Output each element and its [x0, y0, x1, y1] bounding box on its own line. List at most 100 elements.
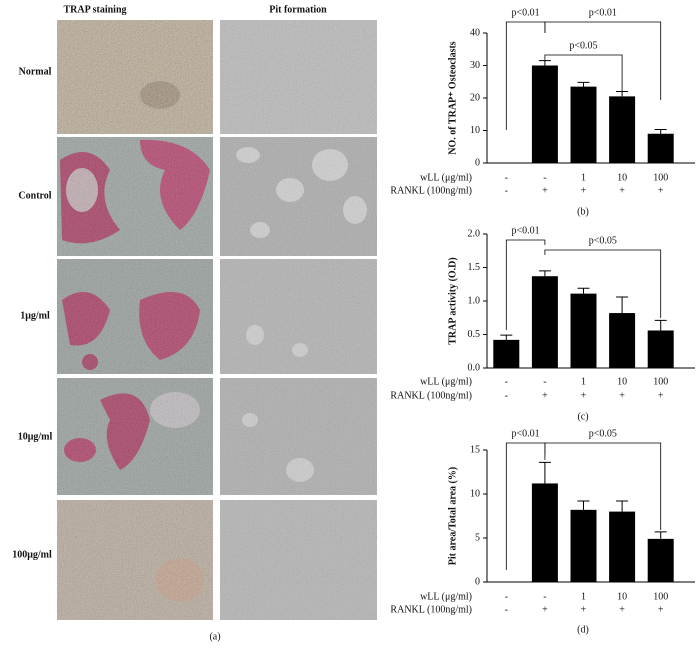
row-label: RANKL (100ng/ml) — [390, 185, 472, 196]
y-tick-label: 1.0 — [468, 295, 481, 306]
y-tick-label: 1.5 — [468, 262, 481, 273]
y-tick-label: 0.0 — [468, 362, 481, 373]
bar — [609, 511, 636, 582]
row-label: RANKL (100ng/ml) — [390, 390, 472, 401]
bar — [609, 313, 636, 368]
x-tick-label: 100 — [653, 376, 668, 387]
texture — [220, 259, 377, 374]
column-header: Pit formation — [269, 4, 327, 15]
x-tick-label: - — [543, 172, 546, 183]
rankl-label: + — [542, 604, 548, 615]
y-tick-label: 0 — [475, 576, 480, 587]
row-label: wLL (μg/ml) — [420, 172, 472, 183]
error-bar — [616, 296, 629, 314]
x-tick-label: 1 — [581, 591, 586, 602]
error-bar — [654, 319, 667, 331]
error-bar — [500, 334, 513, 340]
y-tick-label: 10 — [470, 488, 480, 499]
row-label: wLL (μg/ml) — [420, 591, 472, 602]
x-tick-label: 10 — [617, 172, 627, 183]
y-tick-label: 0.5 — [468, 329, 481, 340]
bar — [531, 483, 558, 582]
rankl-label: + — [581, 185, 587, 196]
texture — [57, 20, 213, 134]
y-tick-label: 40 — [470, 27, 480, 38]
significance-bracket — [544, 54, 623, 92]
texture — [220, 20, 377, 134]
texture — [57, 259, 213, 374]
error-bar — [654, 531, 667, 539]
annotation: p<0.05 — [589, 235, 617, 246]
annotation: p<0.01 — [589, 7, 617, 18]
texture — [220, 137, 377, 256]
y-tick-label: 30 — [470, 60, 480, 71]
error-bar — [616, 500, 629, 512]
bar — [647, 330, 674, 368]
annotation: p<0.01 — [512, 7, 540, 18]
error-bar — [577, 287, 590, 294]
y-tick-label: 15 — [470, 444, 480, 455]
y-tick-label: 20 — [470, 92, 480, 103]
x-tick-label: - — [543, 591, 546, 602]
bar — [570, 86, 597, 163]
x-tick-label: 10 — [617, 591, 627, 602]
y-tick-label: 10 — [470, 125, 480, 136]
error-bar — [538, 461, 551, 484]
rankl-label: + — [581, 390, 587, 401]
rankl-label: - — [505, 185, 508, 196]
x-tick-label: - — [543, 376, 546, 387]
x-tick-label: 10 — [617, 376, 627, 387]
bar — [531, 65, 558, 163]
texture — [57, 378, 213, 495]
texture — [220, 500, 377, 620]
rankl-label: + — [619, 390, 625, 401]
x-tick-label: 1 — [581, 376, 586, 387]
x-tick-label: - — [505, 376, 508, 387]
rankl-label: - — [505, 390, 508, 401]
bar — [570, 293, 597, 368]
caption: (a) — [209, 631, 220, 642]
row-label: 100μg/ml — [12, 549, 52, 560]
rankl-label: + — [619, 604, 625, 615]
row-label: RANKL (100ng/ml) — [390, 604, 472, 615]
caption: (b) — [577, 206, 589, 217]
annotation: p<0.01 — [512, 428, 540, 439]
annotation: p<0.05 — [589, 428, 617, 439]
bar — [647, 133, 674, 163]
significance-bracket — [505, 239, 546, 330]
row-label: 10μg/ml — [18, 431, 53, 442]
texture — [57, 137, 213, 256]
caption: (d) — [577, 624, 589, 635]
bar — [609, 96, 636, 163]
annotation: p<0.05 — [569, 40, 597, 51]
rankl-label: + — [542, 390, 548, 401]
x-tick-label: - — [505, 591, 508, 602]
bar — [647, 538, 674, 582]
significance-bracket — [544, 249, 662, 318]
x-tick-label: 100 — [653, 172, 668, 183]
error-bar — [538, 270, 551, 277]
texture — [57, 500, 213, 620]
error-bar — [577, 500, 590, 510]
row-label: Normal — [19, 66, 52, 77]
rankl-label: + — [658, 390, 664, 401]
error-bar — [577, 81, 590, 87]
x-tick-label: 1 — [581, 172, 586, 183]
rankl-label: + — [619, 185, 625, 196]
y-tick-label: 2.0 — [468, 228, 481, 239]
y-tick-label: 0 — [475, 157, 480, 168]
y-axis-label: NO. of TRAP⁺ Osteoclasts — [447, 41, 458, 155]
rankl-label: + — [581, 604, 587, 615]
error-bar — [654, 129, 667, 134]
rankl-label: + — [542, 185, 548, 196]
bar — [531, 276, 558, 368]
row-label: wLL (μg/ml) — [420, 376, 472, 387]
y-tick-label: 5 — [475, 532, 480, 543]
error-bar — [616, 91, 629, 97]
column-header: TRAP staining — [63, 4, 126, 15]
x-tick-label: - — [505, 172, 508, 183]
annotation: p<0.01 — [512, 225, 540, 236]
panel-a: TRAP staining Pit formation — [12, 4, 377, 642]
rankl-label: - — [505, 604, 508, 615]
